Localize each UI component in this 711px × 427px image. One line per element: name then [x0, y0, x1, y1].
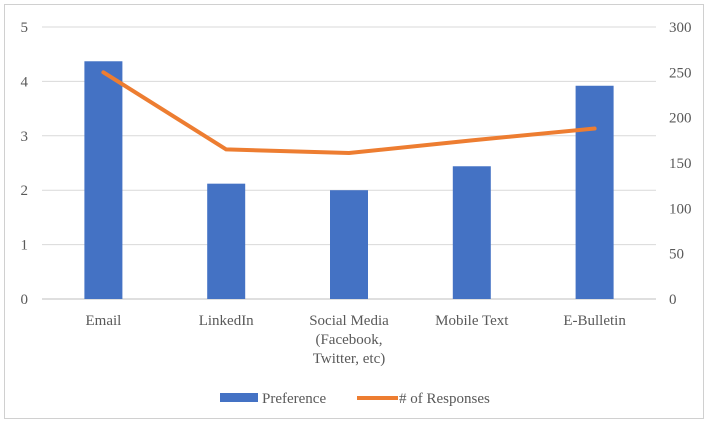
right-tick-label: 100 — [669, 201, 692, 217]
category-label: LinkedIn — [199, 313, 254, 329]
left-axis-ticks: 0 1 2 3 4 5 — [21, 20, 29, 308]
line-series-responses — [101, 70, 597, 156]
bar — [207, 183, 246, 299]
category-label: Email — [85, 313, 121, 329]
category-label: Social Media (Facebook, Twitter, etc) — [309, 313, 389, 367]
category-labels: Email LinkedIn Social Media (Facebook, Twitt… — [85, 313, 626, 367]
right-tick-label: 0 — [669, 292, 677, 308]
left-tick-label: 4 — [21, 74, 29, 90]
legend-label-responses: # of Responses — [399, 391, 490, 407]
bar — [452, 166, 491, 299]
category-label: E-Bulletin — [563, 313, 626, 329]
right-tick-label: 50 — [669, 247, 684, 263]
bar-series-preference — [84, 61, 614, 299]
gridlines — [42, 26, 656, 300]
bar — [575, 85, 614, 299]
right-tick-label: 150 — [669, 156, 692, 172]
right-tick-label: 300 — [669, 20, 692, 36]
legend: Preference # of Responses — [220, 391, 490, 407]
left-tick-label: 2 — [21, 183, 29, 199]
responses-line — [101, 70, 597, 156]
right-axis-ticks: 0 50 100 150 200 250 300 — [669, 20, 692, 308]
category-label: Mobile Text — [435, 313, 509, 329]
right-tick-label: 200 — [669, 111, 692, 127]
left-tick-label: 3 — [21, 129, 29, 145]
left-tick-label: 1 — [21, 238, 29, 254]
bar — [330, 190, 368, 299]
left-tick-label: 5 — [21, 20, 29, 36]
legend-label-preference: Preference — [262, 391, 326, 407]
left-tick-label: 0 — [21, 292, 29, 308]
legend-swatch-preference — [220, 393, 258, 402]
right-tick-label: 250 — [669, 65, 692, 81]
bar — [84, 61, 123, 299]
